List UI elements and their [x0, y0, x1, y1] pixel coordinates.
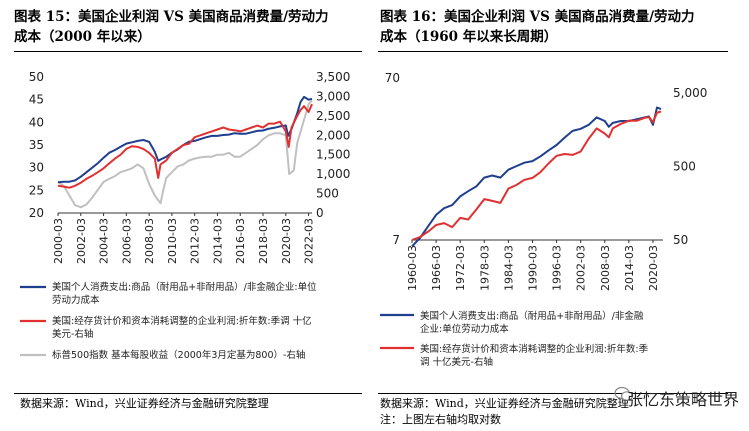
right-source-rule — [378, 393, 728, 394]
left-x-tick-label: 2004-03 — [98, 218, 111, 264]
right-x-tick-label: 1996-03 — [551, 245, 564, 291]
left-x-tick-label: 2008-03 — [143, 218, 156, 264]
right-chart-title: 图表 16：美国企业利润 VS 美国商品消费量/劳动力 成本（1960 年以来长… — [380, 7, 730, 47]
wechat-icon — [614, 386, 634, 401]
left-y2-tick-label: 2,500 — [316, 109, 350, 123]
right-y2-tick-label: 5,000 — [673, 86, 707, 100]
watermark-text: 张忆东策略世界 — [626, 390, 739, 409]
right-title-line1: 图表 16：美国企业利润 VS 美国商品消费量/劳动力 — [380, 9, 695, 25]
right-x-tick-label: 2014-03 — [623, 245, 636, 291]
left-y2-tick-label: 2,000 — [316, 128, 350, 142]
left-x-tick-label: 2020-03 — [280, 218, 293, 264]
left-y2-tick-label: 0 — [316, 206, 324, 220]
left-x-tick-label: 2000-03 — [52, 218, 65, 264]
right-title-line2: 成本（1960 年以来长周期） — [380, 29, 558, 45]
right-x-tick-label: 1972-03 — [454, 245, 467, 291]
right-title-rule — [378, 51, 728, 52]
right-y2-tick-label: 500 — [673, 160, 696, 174]
right-series-line-1 — [411, 110, 662, 241]
right-x-tick-label: 1978-03 — [478, 245, 491, 291]
left-x-tick-label: 2016-03 — [234, 218, 247, 264]
left-y-tick-label: 45 — [29, 93, 44, 107]
right-x-tick-label: 1960-03 — [406, 245, 419, 291]
left-y-tick-label: 30 — [29, 161, 44, 175]
left-legend-label-1: 美元-右轴 — [52, 328, 93, 340]
left-source-rule — [14, 393, 362, 394]
left-legend-label-1: 美国:经存货计价和资本消耗调整的企业利润:折年数:季调 十亿 — [52, 315, 312, 327]
right-x-tick-label: 2002-03 — [575, 245, 588, 291]
right-legend-label-0: 美国个人消费支出:商品（耐用品+非耐用品）/非金融 — [420, 310, 644, 322]
right-legend-label-1: 调 十亿美元-右轴 — [420, 356, 493, 368]
left-x-tick-label: 2022-03 — [303, 218, 316, 264]
left-series-line-0 — [57, 95, 313, 184]
left-y2-tick-label: 500 — [316, 187, 339, 201]
left-chart-title: 图表 15：美国企业利润 VS 美国商品消费量/劳动力 成本（2000 年以来） — [14, 7, 359, 47]
left-y2-tick-label: 1,500 — [316, 148, 350, 162]
left-legend-label-0: 美国个人消费支出:商品（耐用品+非耐用品）/非金融企业:单位 — [52, 281, 317, 293]
right-axis-note: 注：上图左右轴均取对数 — [380, 413, 501, 426]
left-y-tick-label: 40 — [29, 115, 44, 129]
left-x-tick-label: 2018-03 — [257, 218, 270, 264]
right-x-tick-label: 2020-03 — [647, 245, 660, 291]
left-x-tick-label: 2002-03 — [75, 218, 88, 264]
left-y2-tick-label: 3,000 — [316, 89, 350, 103]
left-y2-tick-label: 1,000 — [316, 167, 350, 181]
right-legend-label-1: 美国:经存货计价和资本消耗调整的企业利润:折年数:季 — [420, 343, 649, 355]
left-title-line1: 图表 15：美国企业利润 VS 美国商品消费量/劳动力 — [14, 9, 329, 25]
left-x-tick-label: 2006-03 — [120, 218, 133, 264]
right-legend-label-0: 企业:单位劳动力成本 — [420, 323, 509, 335]
right-x-tick-label: 1966-03 — [430, 245, 443, 291]
right-y-tick-label: 7 — [392, 233, 400, 247]
left-y-tick-label: 35 — [29, 138, 44, 152]
left-y2-tick-label: 3,500 — [316, 70, 350, 84]
right-x-tick-label: 2008-03 — [599, 245, 612, 291]
left-y-tick-label: 25 — [29, 183, 44, 197]
right-source-note: 数据来源：Wind，兴业证券经济与金融研究院整理 — [380, 397, 629, 410]
left-legend-label-0: 劳动力成本 — [52, 294, 100, 306]
left-title-rule — [14, 51, 362, 52]
left-x-tick-label: 2014-03 — [211, 218, 224, 264]
left-x-tick-label: 2010-03 — [166, 218, 179, 264]
right-x-tick-label: 1990-03 — [526, 245, 539, 291]
left-source-note: 数据来源：Wind，兴业证券经济与金融研究院整理 — [20, 397, 269, 410]
left-x-tick-label: 2012-03 — [189, 218, 202, 264]
right-y-tick-label: 70 — [385, 71, 400, 85]
left-series-line-2 — [57, 99, 313, 209]
right-x-tick-label: 1984-03 — [502, 245, 515, 291]
right-y2-tick-label: 50 — [673, 233, 688, 247]
left-y-tick-label: 50 — [29, 70, 44, 84]
left-legend-label-2: 标普500指数 基本每股收益（2000年3月定基为800）-右轴 — [52, 349, 305, 361]
left-y-tick-label: 20 — [29, 206, 44, 220]
left-series-line-1 — [57, 103, 313, 189]
left-title-line2: 成本（2000 年以来） — [14, 29, 151, 45]
